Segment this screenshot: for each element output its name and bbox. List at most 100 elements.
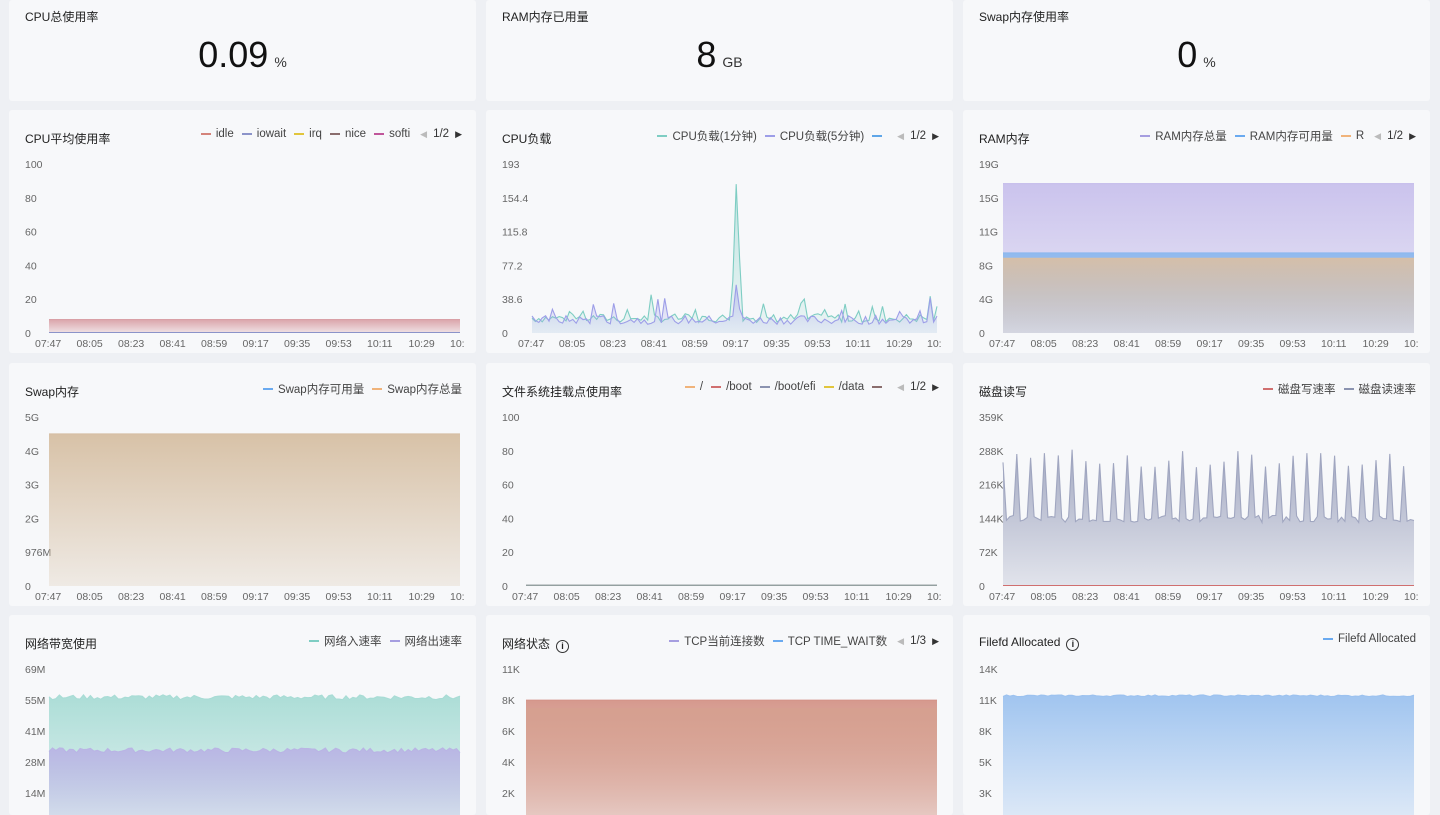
x-tick-label: 08:41 <box>160 338 186 350</box>
legend-item[interactable]: irq <box>294 128 322 140</box>
stat-value: 8 GB <box>486 34 953 76</box>
y-tick-label: 60 <box>25 227 37 239</box>
legend-item[interactable]: R <box>1340 130 1364 142</box>
legend-item[interactable]: CPU负载(1分钟) <box>657 128 757 144</box>
x-tick-label: 08:23 <box>1072 591 1098 603</box>
x-tick-label: 10:29 <box>886 591 912 603</box>
x-tick-label: 10:29 <box>886 338 912 350</box>
legend-label: 磁盘读速率 <box>1358 384 1417 396</box>
legend-item[interactable]: 磁盘读速率 <box>1343 381 1417 397</box>
chart-plot: 19G 15G 11G 8G 4G 0 07:47 08:05 08:23 08:41 08:59 0… <box>979 159 1419 350</box>
chart-card-cpu-load: CPU负载 CPU负载(1分钟) CPU负载(5分钟) ◀ 1/2 ▶ 193 154.4 11… <box>486 110 953 353</box>
legend-item[interactable]: iowait <box>241 128 287 140</box>
legend-item[interactable]: nice <box>329 128 366 140</box>
legend-item[interactable]: / <box>684 381 703 393</box>
chart-legend: 磁盘写速率 磁盘读速率 <box>1255 381 1416 397</box>
x-tick-label: 10: <box>927 591 942 603</box>
legend-item[interactable]: 网络入速率 <box>309 633 382 649</box>
legend-label: Filefd Allocated <box>1338 633 1416 645</box>
legend-swatch <box>711 386 722 388</box>
x-tick-label: 09:53 <box>1280 591 1306 603</box>
y-tick-label: 55M <box>25 695 45 707</box>
legend-pager: ◀ 1/2 ▶ <box>897 381 939 393</box>
x-tick-label: 08:05 <box>554 591 580 603</box>
legend-swatch <box>1140 135 1151 137</box>
x-tick-label: 08:41 <box>160 591 186 603</box>
x-tick-label: 07:47 <box>512 591 538 603</box>
x-tick-label: 08:23 <box>118 338 144 350</box>
info-icon[interactable]: i <box>1066 638 1080 651</box>
legend-pager: ◀ 1/2 ▶ <box>420 128 462 140</box>
x-tick-label: 09:17 <box>243 591 269 603</box>
legend-item[interactable]: RAM内存可用量 <box>1234 128 1333 144</box>
pager-text: 1/2 <box>433 128 450 140</box>
legend-item[interactable]: CPU负载(5分钟) <box>764 128 864 144</box>
x-tick-label: 08:05 <box>559 338 585 350</box>
legend-label: Swap内存可用量 <box>277 384 365 396</box>
legend-label: /boot <box>726 381 752 393</box>
legend-item[interactable]: TCP当前连接数 <box>669 633 765 649</box>
legend-swatch <box>309 640 319 642</box>
legend-swatch <box>294 133 305 135</box>
pager-next-icon[interactable]: ▶ <box>932 130 939 141</box>
pager-prev-icon[interactable]: ◀ <box>897 381 905 392</box>
pager-prev-icon[interactable]: ◀ <box>897 130 905 141</box>
y-tick-label: 216K <box>979 480 1004 492</box>
legend-swatch <box>772 640 783 642</box>
pager-prev-icon[interactable]: ◀ <box>1374 130 1382 141</box>
y-tick-label: 4G <box>25 446 39 458</box>
x-tick-label: 10: <box>1404 338 1419 350</box>
legend-item[interactable]: TCP TIME_WAIT数 <box>772 633 887 649</box>
legend-item[interactable]: /boot/efi <box>759 381 816 393</box>
chart-card-net: 网络带宽使用 网络入速率 网络出速率 69M 55M 41M 28M 14M <box>9 615 476 815</box>
legend-item[interactable]: idle <box>200 128 234 140</box>
chart-title-text: Filefd Allocated <box>979 635 1061 649</box>
chart-title-text: CPU平均使用率 <box>25 132 111 146</box>
legend-item[interactable]: softi <box>374 128 410 140</box>
pager-next-icon[interactable]: ▶ <box>932 381 939 392</box>
y-tick-label: 14K <box>979 664 998 676</box>
legend-item[interactable]: /boot <box>711 381 752 393</box>
legend-item[interactable] <box>872 135 887 137</box>
chart-plot: 100 80 60 40 20 0 07:47 08:05 08:23 08:41 08:59 09:… <box>25 159 465 350</box>
legend-label: RAM内存可用量 <box>1249 131 1333 143</box>
series-line <box>48 694 461 701</box>
legend-item[interactable]: 磁盘写速率 <box>1263 381 1336 397</box>
x-tick-label: 08:41 <box>637 591 663 603</box>
pager-next-icon[interactable]: ▶ <box>455 128 462 139</box>
legend-item[interactable]: 网络出速率 <box>389 633 462 649</box>
y-tick-label: 154.4 <box>502 193 528 205</box>
legend-item[interactable] <box>872 386 887 388</box>
y-tick-label: 6K <box>502 726 515 738</box>
pager-next-icon[interactable]: ▶ <box>932 635 939 646</box>
x-tick-label: 07:47 <box>35 338 61 350</box>
x-tick-label: 08:23 <box>118 591 144 603</box>
y-tick-label: 0 <box>979 328 985 340</box>
legend-item[interactable]: /data <box>823 381 864 393</box>
x-tick-label: 09:35 <box>761 591 787 603</box>
pager-next-icon[interactable]: ▶ <box>1409 130 1416 141</box>
chart-legend: / /boot/boot/efi/data ◀ 1/2 ▶ <box>677 381 939 393</box>
legend-item[interactable]: Swap内存总量 <box>372 381 462 397</box>
x-tick-label: 10:11 <box>1321 338 1347 350</box>
chart-title-text: CPU负载 <box>502 132 552 146</box>
x-tick-label: 09:17 <box>1197 338 1223 350</box>
y-tick-label: 0 <box>25 581 31 593</box>
chart-title: RAM内存 <box>979 130 1030 147</box>
x-tick-label: 10:11 <box>1321 591 1347 603</box>
x-tick-label: 07:47 <box>989 591 1015 603</box>
info-icon[interactable]: i <box>556 640 570 653</box>
stat-card: RAM内存已用量 8 GB <box>486 0 953 101</box>
x-tick-label: 10:11 <box>367 338 393 350</box>
x-tick-label: 09:17 <box>243 338 269 350</box>
legend-item[interactable]: Filefd Allocated <box>1323 633 1416 645</box>
y-tick-label: 38.6 <box>502 294 523 306</box>
pager-prev-icon[interactable]: ◀ <box>897 635 905 646</box>
legend-item[interactable]: Swap内存可用量 <box>262 381 365 397</box>
legend-item[interactable]: RAM内存总量 <box>1140 128 1227 144</box>
x-tick-label: 09:53 <box>804 338 830 350</box>
x-tick-label: 08:41 <box>1114 591 1140 603</box>
stat-value: 0.09% <box>9 34 476 76</box>
pager-prev-icon[interactable]: ◀ <box>420 128 428 139</box>
legend-label: iowait <box>256 128 287 140</box>
